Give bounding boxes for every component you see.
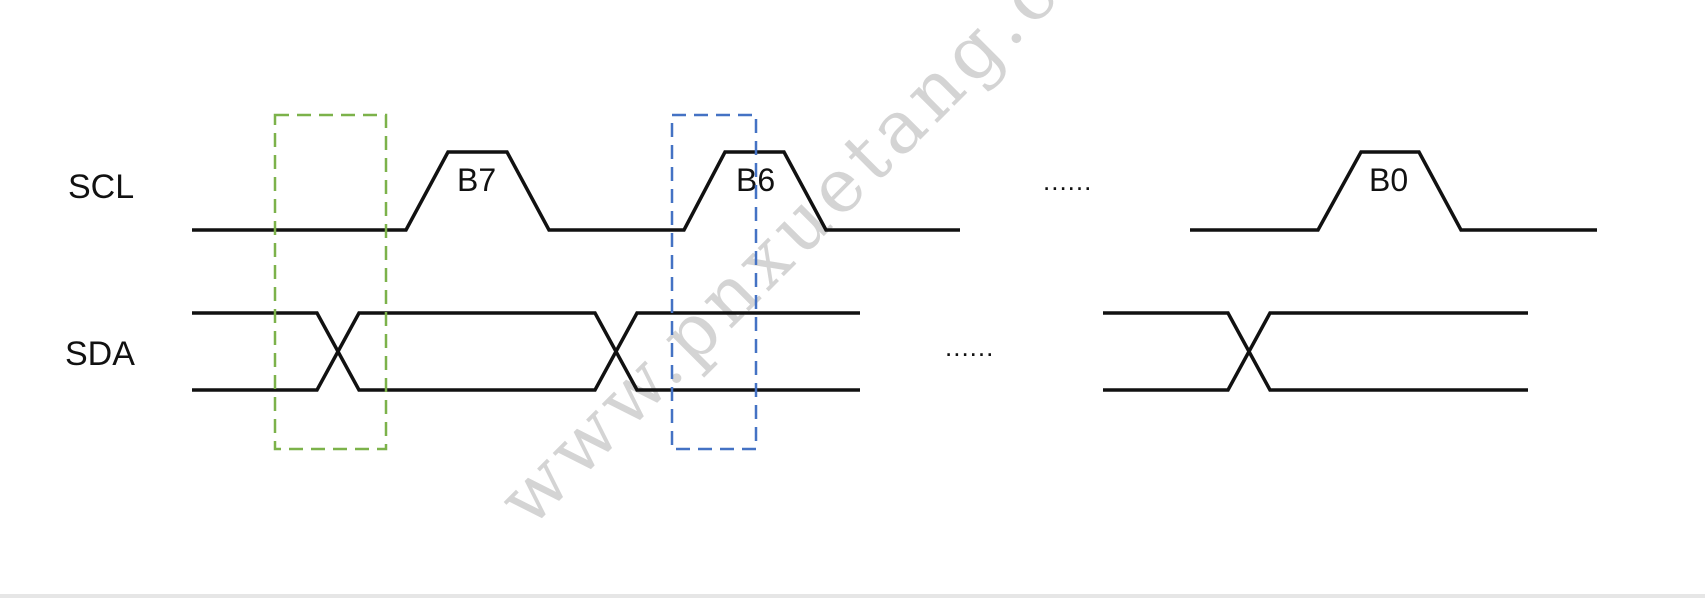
- sda-label: SDA: [65, 335, 135, 373]
- watermark: www.pnxuetang.c: [482, 0, 1078, 543]
- scl-waveform-main: [192, 150, 960, 232]
- bottom-divider: [0, 594, 1705, 598]
- data-sample-window-box: [670, 113, 758, 451]
- scl-ellipsis: ......: [1043, 166, 1092, 196]
- scl-label: SCL: [68, 168, 134, 206]
- bit-label-b0: B0: [1369, 162, 1408, 198]
- sda-waveform-top: [192, 311, 860, 392]
- bit-label-b7: B7: [457, 162, 496, 198]
- sda-ellipsis: ......: [945, 332, 994, 362]
- sda-waveform-bottom: [192, 311, 860, 392]
- data-change-window-box: [273, 113, 388, 451]
- sda-waveform-end-top: [1103, 311, 1528, 392]
- sda-waveform-end-bottom: [1103, 311, 1528, 392]
- scl-waveform-end: [1190, 150, 1597, 232]
